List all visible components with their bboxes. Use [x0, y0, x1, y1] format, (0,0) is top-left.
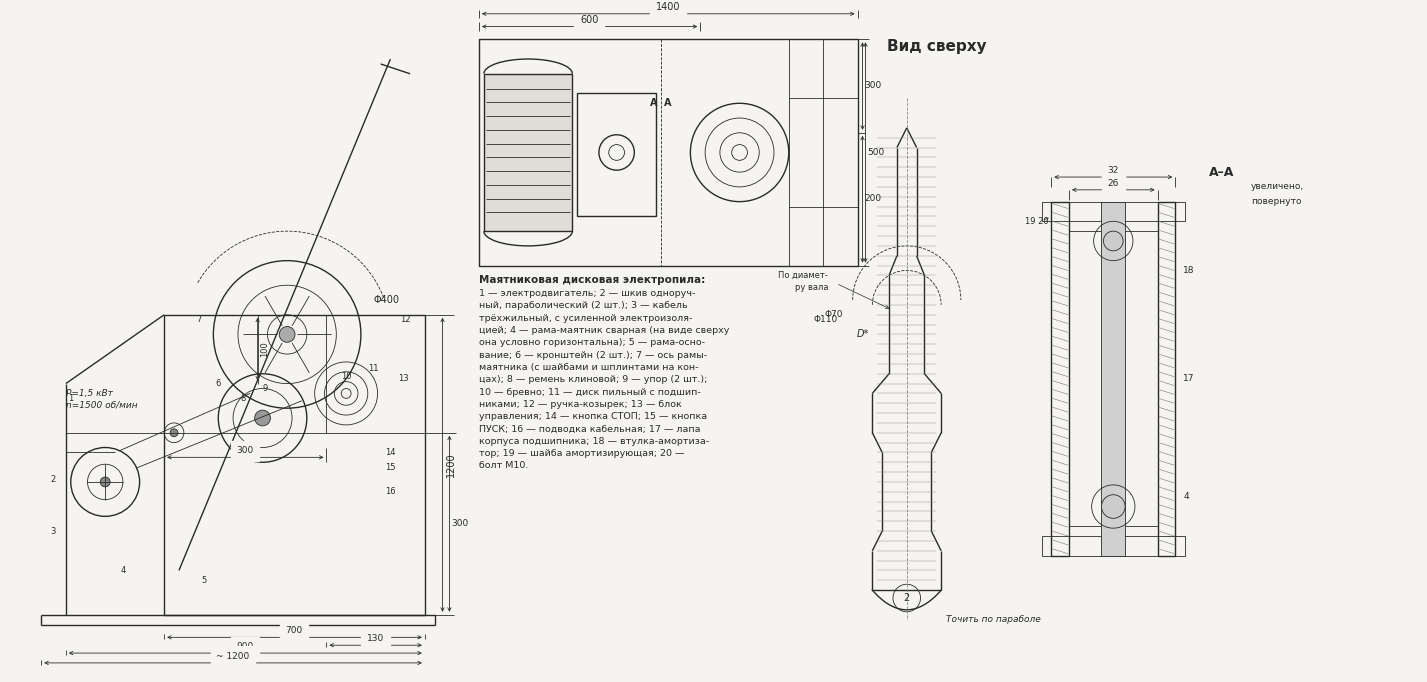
Text: никами; 12 — ручка-козырек; 13 — блок: никами; 12 — ручка-козырек; 13 — блок	[479, 400, 682, 409]
Bar	[1069, 231, 1157, 527]
Bar	[484, 74, 572, 231]
Text: 26: 26	[1107, 179, 1119, 188]
Circle shape	[1102, 494, 1124, 518]
Text: 10 — бревно; 11 — диск пильный с подшип-: 10 — бревно; 11 — диск пильный с подшип-	[479, 387, 701, 396]
Text: 10: 10	[341, 372, 351, 381]
Text: 17: 17	[1183, 374, 1194, 383]
Bar	[164, 314, 425, 614]
Text: P=1,5 кВт: P=1,5 кВт	[66, 389, 113, 398]
Text: 1400: 1400	[655, 2, 681, 12]
Text: Вид сверху: Вид сверху	[888, 40, 986, 55]
Text: 1200: 1200	[445, 452, 455, 477]
Text: маятника (с шайбами и шплинтами на кон-: маятника (с шайбами и шплинтами на кон-	[479, 363, 698, 372]
Text: трёхжильный, с усиленной электроизоля-: трёхжильный, с усиленной электроизоля-	[479, 314, 692, 323]
Text: A: A	[664, 98, 672, 108]
Text: 32: 32	[1107, 166, 1119, 175]
Text: болт М10.: болт М10.	[479, 461, 528, 471]
Text: Φ400: Φ400	[374, 295, 400, 305]
Text: 7: 7	[195, 315, 201, 324]
Text: цах); 8 — ремень клиновой; 9 — упор (2 шт.);: цах); 8 — ремень клиновой; 9 — упор (2 ш…	[479, 375, 708, 384]
Text: D*: D*	[856, 329, 869, 340]
Text: 130: 130	[367, 634, 384, 643]
Text: вание; 6 — кронштейн (2 шт.); 7 — ось рамы-: вание; 6 — кронштейн (2 шт.); 7 — ось ра…	[479, 351, 706, 359]
Circle shape	[280, 327, 295, 342]
Text: 300: 300	[865, 81, 882, 90]
Bar	[1102, 202, 1124, 556]
Circle shape	[100, 477, 110, 487]
Bar	[1157, 202, 1176, 556]
Bar	[479, 40, 858, 265]
Text: n=1500 об/мин: n=1500 об/мин	[66, 401, 137, 410]
Text: 700: 700	[285, 626, 303, 636]
Text: 500: 500	[868, 148, 885, 157]
Text: 18: 18	[1183, 266, 1194, 275]
Text: 300: 300	[451, 519, 468, 528]
Text: 16: 16	[385, 487, 395, 496]
Circle shape	[1103, 231, 1123, 251]
Text: A: A	[651, 98, 658, 108]
Text: увеличено,: увеличено,	[1251, 182, 1304, 191]
Text: Φ110: Φ110	[813, 315, 838, 324]
Text: Φ70: Φ70	[825, 310, 843, 319]
Text: ру вала: ру вала	[795, 283, 828, 292]
Text: 4: 4	[1183, 492, 1189, 501]
Text: ~ 1200: ~ 1200	[217, 652, 250, 661]
Bar	[1042, 202, 1184, 221]
Text: 900: 900	[237, 642, 254, 651]
Text: повернуто: повернуто	[1251, 196, 1301, 206]
Text: 200: 200	[865, 194, 882, 203]
Text: 600: 600	[579, 14, 598, 25]
Text: 9: 9	[263, 384, 268, 393]
Circle shape	[254, 410, 271, 426]
Text: ПУСК; 16 — подводка кабельная; 17 — лапа: ПУСК; 16 — подводка кабельная; 17 — лапа	[479, 424, 701, 433]
Bar	[1052, 202, 1069, 556]
Text: 100: 100	[260, 341, 268, 357]
Text: 13: 13	[398, 374, 408, 383]
Text: 8: 8	[240, 394, 245, 403]
Text: она условно горизонтальна); 5 — рама-осно-: она условно горизонтальна); 5 — рама-осн…	[479, 338, 705, 347]
Text: 14: 14	[385, 448, 395, 457]
Bar	[1042, 536, 1184, 556]
Text: По диамет-: По диамет-	[778, 271, 828, 280]
Text: управления; 14 — кнопка СТОП; 15 — кнопка: управления; 14 — кнопка СТОП; 15 — кнопк…	[479, 412, 706, 421]
Text: Точить по параболе: Точить по параболе	[946, 615, 1040, 624]
Text: тор; 19 — шайба амортизирующая; 20 —: тор; 19 — шайба амортизирующая; 20 —	[479, 449, 685, 458]
Text: цией; 4 — рама-маятник сварная (на виде сверху: цией; 4 — рама-маятник сварная (на виде …	[479, 326, 729, 335]
Text: 3: 3	[50, 527, 56, 535]
Text: 15: 15	[385, 462, 395, 472]
Text: 2: 2	[50, 475, 56, 484]
Text: ный, параболический (2 шт.); 3 — кабель: ный, параболический (2 шт.); 3 — кабель	[479, 301, 688, 310]
Text: 1 — электродвигатель; 2 — шкив одноруч-: 1 — электродвигатель; 2 — шкив одноруч-	[479, 289, 695, 298]
Text: А–А: А–А	[1209, 166, 1234, 179]
Text: 11: 11	[368, 364, 380, 373]
Text: 2: 2	[903, 593, 910, 603]
Text: Маятниковая дисковая электропила:: Маятниковая дисковая электропила:	[479, 276, 705, 285]
Text: 5: 5	[201, 576, 205, 584]
Text: 300: 300	[237, 447, 254, 456]
Text: 6: 6	[215, 379, 221, 388]
Text: 1: 1	[68, 394, 73, 403]
Text: 19 20: 19 20	[1025, 217, 1049, 226]
Text: 4: 4	[120, 566, 126, 575]
Circle shape	[170, 429, 178, 436]
Bar	[578, 93, 656, 216]
Text: корпуса подшипника; 18 — втулка-амортиза-: корпуса подшипника; 18 — втулка-амортиза…	[479, 436, 709, 446]
Text: 12: 12	[400, 315, 411, 324]
